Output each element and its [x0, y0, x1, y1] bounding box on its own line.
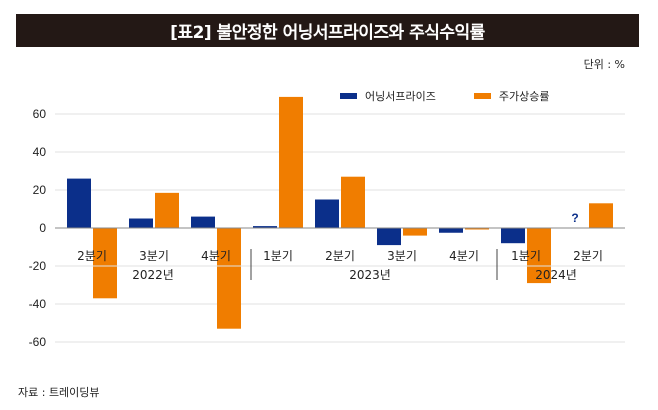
y-tick-label: 40	[33, 145, 47, 159]
bar-earnings	[67, 178, 91, 228]
x-category-label: 4분기	[449, 249, 479, 263]
bar-stock	[589, 203, 613, 228]
x-category-label: 1분기	[511, 249, 541, 263]
y-tick-label: 60	[33, 107, 47, 121]
bar-earnings	[501, 228, 525, 244]
x-year-label: 2024년	[535, 268, 577, 282]
x-category-label: 1분기	[263, 249, 293, 263]
y-tick-label: -40	[29, 297, 47, 311]
x-year-label: 2023년	[349, 268, 391, 282]
x-category-label: 4분기	[201, 249, 231, 263]
source-note: 자료 : 트레이딩뷰	[18, 386, 100, 399]
bar-stock	[341, 176, 365, 228]
x-year-label: 2022년	[132, 268, 174, 282]
bar-earnings	[191, 216, 215, 228]
y-tick-label: 20	[33, 183, 47, 197]
unit-label: 단위 : %	[583, 58, 625, 71]
legend-label-stock: 주가상승률	[498, 90, 550, 103]
annotation-question-mark: ?	[571, 211, 578, 225]
bar-stock	[279, 96, 303, 229]
y-tick-label: 0	[39, 221, 46, 235]
bar-stock	[155, 192, 179, 228]
y-tick-label: -60	[29, 335, 47, 349]
legend-label-earnings: 어닝서프라이즈	[365, 90, 436, 103]
legend-swatch-earnings	[340, 93, 357, 99]
y-tick-label: -20	[29, 259, 47, 273]
x-category-label: 2분기	[77, 249, 107, 263]
bar-earnings	[129, 218, 153, 228]
bar-stock	[465, 228, 489, 230]
legend-swatch-stock	[473, 93, 491, 99]
legend-item-stock: 주가상승률	[473, 88, 550, 104]
legend-item-earnings: 어닝서프라이즈	[340, 88, 436, 104]
bar-earnings	[439, 228, 463, 233]
bar-earnings	[377, 228, 401, 246]
chart-title: [표2] 불안정한 어닝서프라이즈와 주식수익률	[16, 14, 639, 47]
x-category-label: 2분기	[573, 249, 603, 263]
x-category-label: 2분기	[325, 249, 355, 263]
bar-stock	[527, 228, 551, 284]
bar-earnings	[315, 199, 339, 228]
bar-stock	[217, 228, 241, 329]
legend: 어닝서프라이즈 주가상승률	[340, 88, 587, 104]
bar-stock	[403, 228, 427, 236]
x-category-label: 3분기	[139, 249, 169, 263]
bar-earnings	[253, 226, 277, 228]
bar-stock	[93, 228, 117, 299]
x-category-label: 3분기	[387, 249, 417, 263]
